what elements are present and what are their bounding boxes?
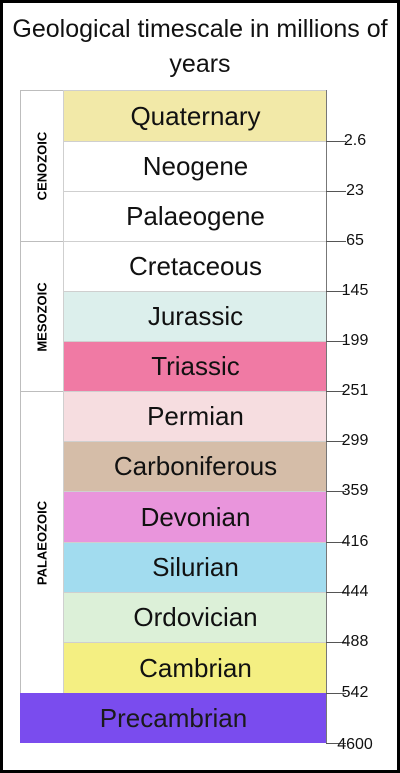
tick-299 <box>326 441 346 442</box>
period-quaternary: Quaternary <box>63 90 327 141</box>
tick-23 <box>326 191 346 192</box>
period-ordovician: Ordovician <box>63 592 327 642</box>
tick-199 <box>326 341 346 342</box>
era-label-palaeozoic: PALAEOZOIC <box>34 500 49 585</box>
boundary-label-4600: 4600 <box>337 736 373 753</box>
period-carboniferous: Carboniferous <box>63 441 327 491</box>
period-jurassic: Jurassic <box>63 291 327 341</box>
era-label-cenozoic: CENOZOIC <box>34 131 49 201</box>
time-axis <box>326 90 327 743</box>
era-mesozoic: MESOZOIC <box>20 241 63 391</box>
boundary-label-416: 416 <box>341 533 369 550</box>
tick-444 <box>326 592 346 593</box>
period-cambrian: Cambrian <box>63 642 327 693</box>
period-precambrian: Precambrian <box>20 693 327 743</box>
era-palaeozoic: PALAEOZOIC <box>20 391 63 693</box>
tick-65 <box>326 241 346 242</box>
period-palaeogene: Palaeogene <box>63 191 327 241</box>
period-triassic: Triassic <box>63 341 327 391</box>
boundary-label-65: 65 <box>346 232 364 249</box>
era-cenozoic: CENOZOIC <box>20 90 63 241</box>
boundary-label-359: 359 <box>341 482 369 499</box>
boundary-label-444: 444 <box>341 583 369 600</box>
boundary-label-145: 145 <box>341 282 369 299</box>
tick-145 <box>326 291 346 292</box>
tick-2.6 <box>326 141 346 142</box>
boundary-label-542: 542 <box>341 684 369 701</box>
boundary-label-251: 251 <box>341 382 369 399</box>
tick-251 <box>326 391 346 392</box>
tick-542 <box>326 693 346 694</box>
tick-359 <box>326 491 346 492</box>
boundary-label-2.6: 2.6 <box>343 132 367 149</box>
boundary-label-488: 488 <box>341 633 369 650</box>
era-label-mesozoic: MESOZOIC <box>34 281 49 352</box>
boundary-label-23: 23 <box>346 182 364 199</box>
period-neogene: Neogene <box>63 141 327 191</box>
boundary-label-299: 299 <box>341 432 369 449</box>
boundary-label-199: 199 <box>341 332 369 349</box>
tick-416 <box>326 542 346 543</box>
diagram-title: Geological timescale in millions of year… <box>12 15 388 78</box>
period-silurian: Silurian <box>63 542 327 592</box>
tick-488 <box>326 642 346 643</box>
period-devonian: Devonian <box>63 491 327 542</box>
tick-4600 <box>326 743 346 744</box>
period-permian: Permian <box>63 391 327 441</box>
period-cretaceous: Cretaceous <box>63 241 327 291</box>
